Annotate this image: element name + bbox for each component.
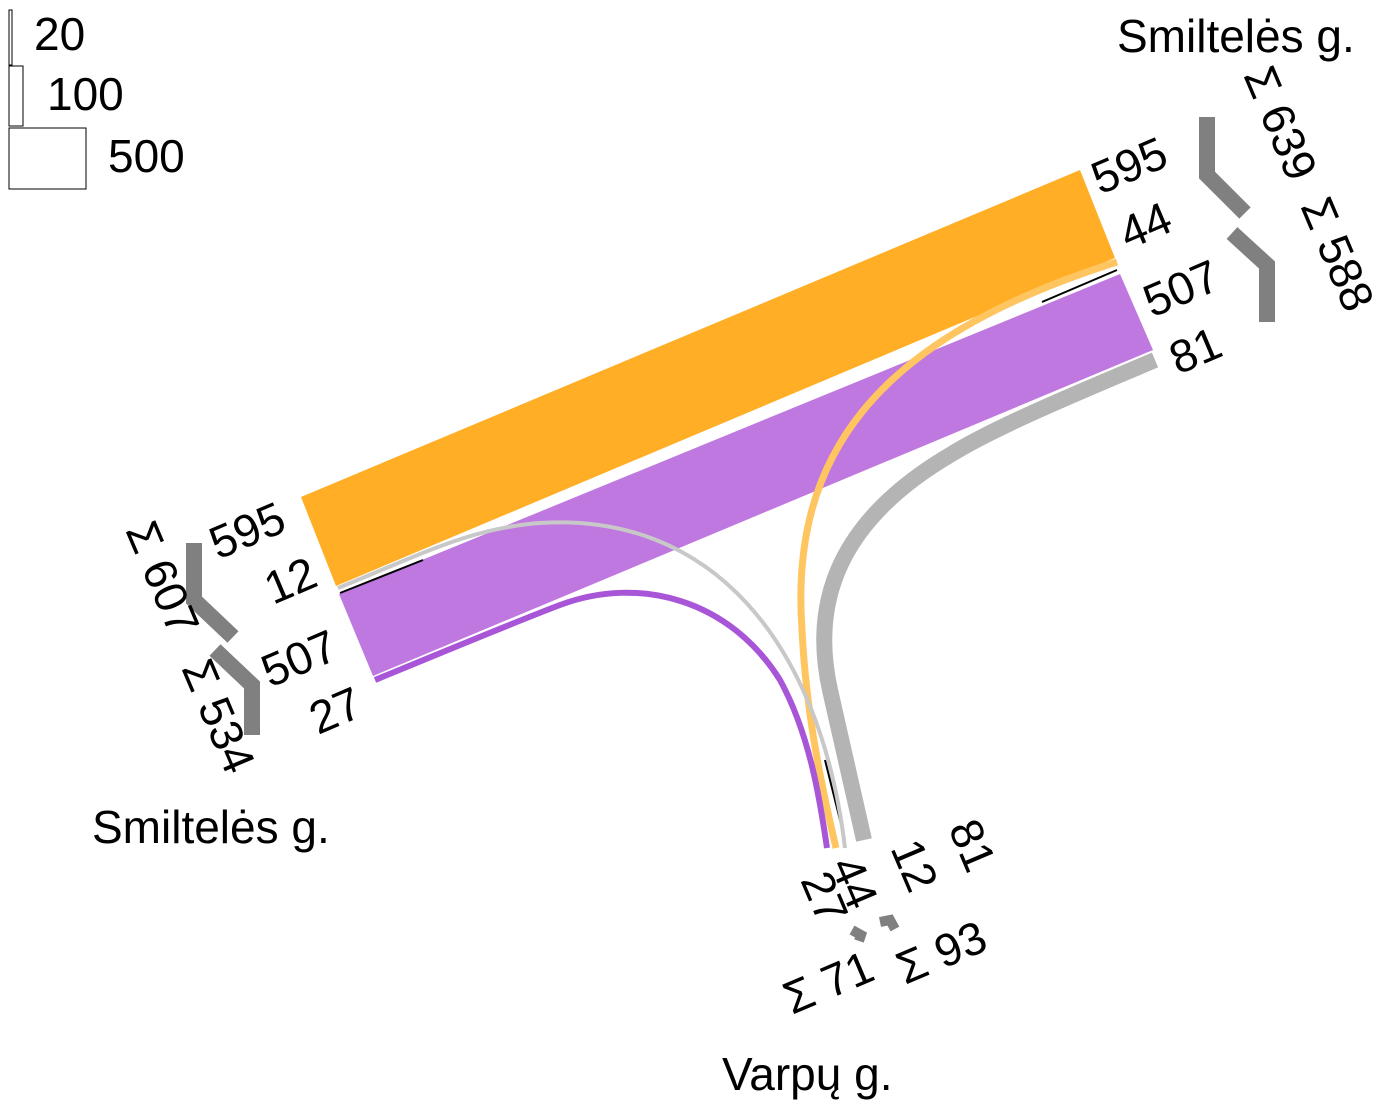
ne-flow-595-label: 595: [1084, 126, 1175, 204]
sum-bars: [186, 117, 1275, 943]
sw-flow-27-label: 27: [302, 676, 369, 744]
legend: 20 100 500: [8, 8, 185, 190]
road-label-smilteles-ne: Smiltelės g.: [1117, 10, 1355, 62]
legend-label-20: 20: [34, 8, 85, 60]
legend-box-20: [8, 9, 13, 66]
flow-band-507-purple: [339, 274, 1153, 676]
ne-flow-81-label: 81: [1162, 316, 1229, 384]
flow-curve-44-orange: [797, 258, 1119, 849]
s-flow-12-label: 12: [881, 832, 949, 899]
sum-bar-s-in: [849, 925, 868, 943]
sum-bar-ne-in: [1199, 117, 1251, 219]
s-flow-81-label: 81: [939, 812, 1007, 879]
sum-bar-s-out: [879, 914, 900, 932]
flow-band-595-orange: [301, 170, 1115, 586]
s-sum-out-label: Σ 93: [889, 910, 994, 994]
ne-flow-44-label: 44: [1112, 191, 1179, 259]
legend-box-500: [8, 127, 87, 190]
legend-label-500: 500: [108, 130, 185, 182]
ne-sum-in-label: Σ 639: [1234, 59, 1328, 188]
ne-flow-507-label: 507: [1136, 249, 1227, 327]
separator-sw: [339, 559, 424, 594]
legend-label-100: 100: [47, 68, 124, 120]
ne-sum-out-label: Σ 588: [1291, 190, 1385, 319]
flows: [301, 170, 1159, 849]
sw-flow-12-label: 12: [257, 546, 324, 614]
flow-curve-12-gray: [337, 520, 847, 849]
sum-bar-sw-out: [209, 644, 260, 735]
sum-bar-ne-out: [1226, 227, 1275, 322]
road-label-varpu: Varpų g.: [722, 1048, 892, 1100]
flow-curve-27-purple: [373, 589, 830, 849]
road-label-smilteles-sw: Smiltelės g.: [92, 801, 330, 853]
separator-ne: [1041, 269, 1118, 303]
flow-curve-81-gray: [816, 352, 1159, 842]
sum-bar-sw-in: [186, 543, 239, 643]
flow-band-507-edge: [372, 351, 1154, 679]
road-labels: Smiltelės g. Smiltelės g. Varpų g.: [92, 10, 1355, 1100]
s-sum-in-label: Σ 71: [776, 940, 881, 1024]
legend-box-100: [8, 65, 24, 127]
